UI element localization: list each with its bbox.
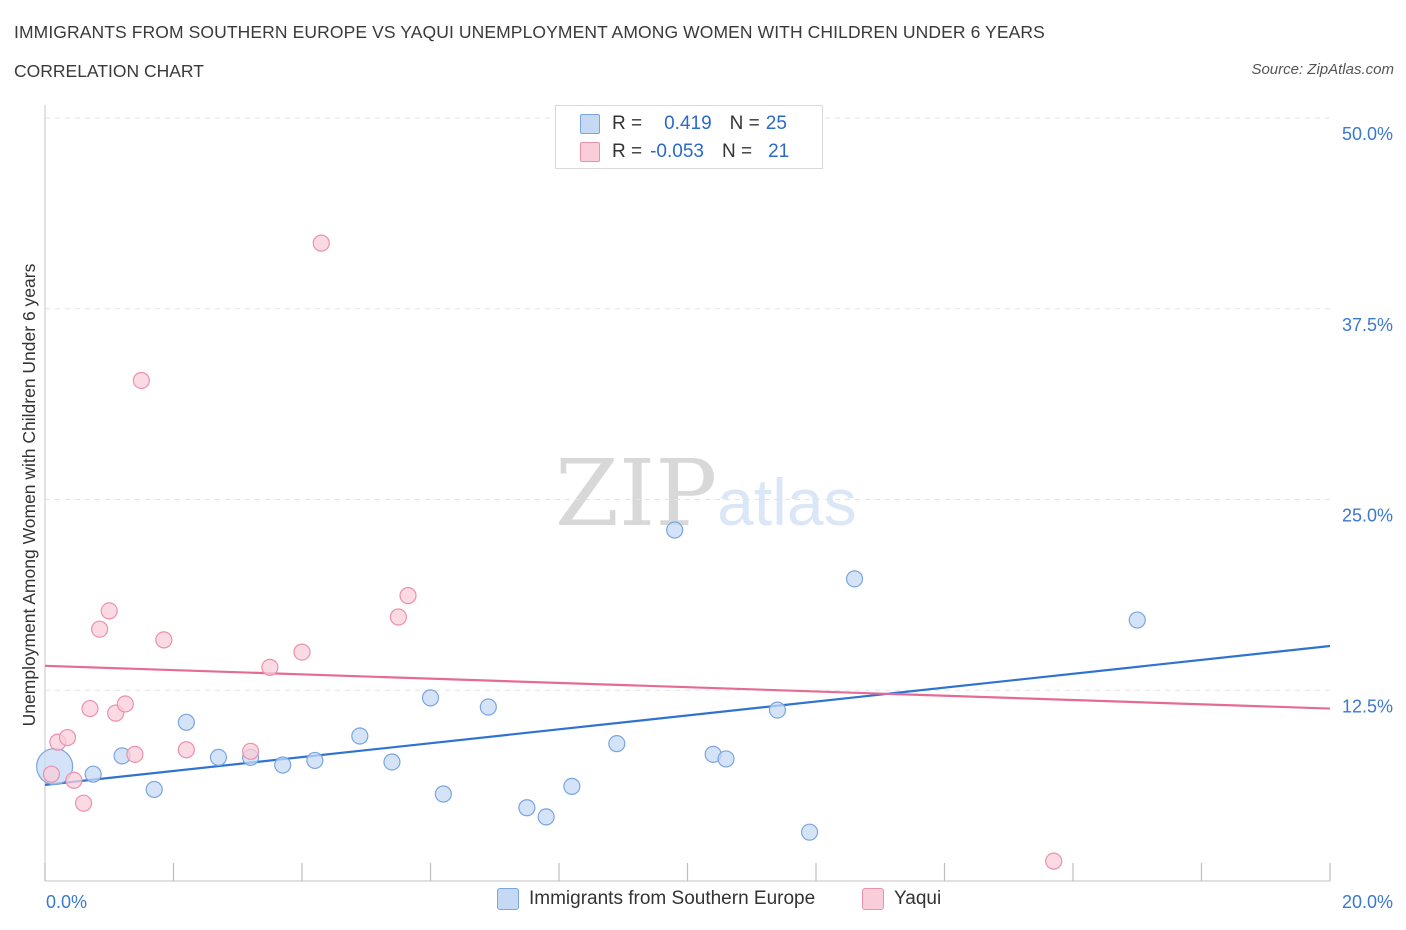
data-point-pink bbox=[126, 745, 144, 763]
label-layer: 12.5% 25.0% 37.5% 50.0% 0.0% 20.0% Unemploymen… bbox=[19, 124, 1393, 912]
data-point-blue bbox=[209, 748, 228, 766]
data-point-blue bbox=[434, 785, 452, 803]
data-point-blue bbox=[421, 689, 440, 707]
legend-r-label: R = bbox=[612, 141, 643, 162]
source-credit: Source: ZipAtlas.com bbox=[1251, 61, 1394, 78]
legend-swatch-pink bbox=[580, 142, 600, 162]
grid-layer bbox=[45, 117, 1330, 691]
trend-layer bbox=[44, 644, 1331, 786]
data-point-pink bbox=[58, 728, 77, 747]
legend-row-blue: R = 0.419 N = 25 bbox=[580, 112, 787, 136]
data-point-pink bbox=[91, 620, 109, 638]
x-tick-label: 20.0% bbox=[1342, 892, 1393, 912]
data-point-blue bbox=[845, 570, 864, 588]
data-point-blue bbox=[351, 727, 369, 745]
correlation-legend: R = 0.419 N = 25 R = -0.053 N = 21 bbox=[555, 105, 823, 169]
legend-n-label: N = bbox=[721, 141, 753, 162]
data-point-pink bbox=[65, 771, 83, 789]
data-point-blue bbox=[306, 751, 324, 770]
trend-line-blue bbox=[44, 644, 1331, 786]
legend-r-label: R = bbox=[612, 113, 643, 134]
data-point-pink bbox=[242, 742, 260, 760]
data-point-blue bbox=[479, 698, 497, 716]
data-point-pink bbox=[312, 234, 330, 252]
data-point-pink bbox=[293, 643, 311, 661]
series-legend-item-blue: Immigrants from Southern Europe bbox=[497, 888, 815, 910]
data-point-blue bbox=[537, 808, 555, 826]
data-point-pink bbox=[389, 608, 407, 626]
data-point-pink bbox=[399, 587, 417, 605]
data-point-pink bbox=[100, 602, 118, 620]
data-point-pink bbox=[1045, 852, 1063, 870]
watermark-atlas: atlas bbox=[717, 465, 857, 539]
chart-title: IMMIGRANTS FROM SOUTHERN EUROPE VS YAQUI… bbox=[14, 22, 1045, 42]
series-name-blue: Immigrants from Southern Europe bbox=[529, 888, 816, 909]
data-point-blue bbox=[518, 799, 536, 817]
legend-n-value: 21 bbox=[768, 141, 790, 162]
point-layer bbox=[36, 234, 1146, 870]
data-point-pink bbox=[177, 741, 195, 759]
legend-n-value: 25 bbox=[765, 113, 787, 134]
legend-swatch-blue bbox=[580, 114, 600, 134]
data-point-pink bbox=[42, 765, 61, 783]
y-axis-title: Unemployment Among Women with Children U… bbox=[19, 263, 39, 726]
data-point-blue bbox=[608, 735, 626, 753]
data-point-pink bbox=[74, 794, 93, 812]
data-point-blue bbox=[666, 521, 684, 539]
legend-n-label: N = bbox=[729, 113, 760, 134]
legend-row-pink: R = -0.053 N = 21 bbox=[580, 140, 789, 164]
data-point-pink bbox=[155, 631, 173, 649]
data-point-blue bbox=[145, 780, 163, 799]
series-swatch-blue bbox=[497, 888, 519, 910]
legend-r-value: -0.053 bbox=[650, 141, 704, 162]
data-point-blue bbox=[84, 765, 102, 783]
y-tick-label: 37.5% bbox=[1342, 315, 1393, 335]
series-legend-item-pink: Yaqui bbox=[862, 888, 941, 910]
y-tick-label: 50.0% bbox=[1342, 124, 1393, 144]
data-point-pink bbox=[132, 371, 150, 390]
series-swatch-pink bbox=[862, 888, 884, 910]
data-point-pink bbox=[261, 658, 279, 676]
data-point-blue bbox=[717, 750, 735, 768]
series-name-pink: Yaqui bbox=[894, 888, 942, 909]
data-point-blue bbox=[383, 753, 401, 771]
series-legend: Immigrants from Southern Europe Yaqui bbox=[0, 888, 1406, 916]
trend-line-pink bbox=[44, 664, 1331, 710]
data-point-blue bbox=[800, 823, 819, 841]
data-point-blue bbox=[768, 701, 787, 719]
y-tick-label: 12.5% bbox=[1342, 696, 1393, 716]
data-point-pink bbox=[81, 699, 99, 718]
legend-r-value: 0.419 bbox=[664, 113, 712, 134]
data-point-blue bbox=[274, 756, 292, 774]
data-point-pink bbox=[116, 695, 134, 713]
watermark-zip: ZIP bbox=[555, 440, 718, 547]
chart-subtitle: CORRELATION CHART bbox=[14, 61, 204, 81]
y-tick-label: 25.0% bbox=[1342, 506, 1393, 526]
data-point-blue bbox=[1128, 611, 1146, 629]
data-point-blue bbox=[563, 777, 581, 795]
data-point-blue bbox=[177, 713, 195, 731]
watermark-logo: ZIPatlas bbox=[555, 440, 857, 547]
x-tick-label: 0.0% bbox=[46, 892, 87, 912]
